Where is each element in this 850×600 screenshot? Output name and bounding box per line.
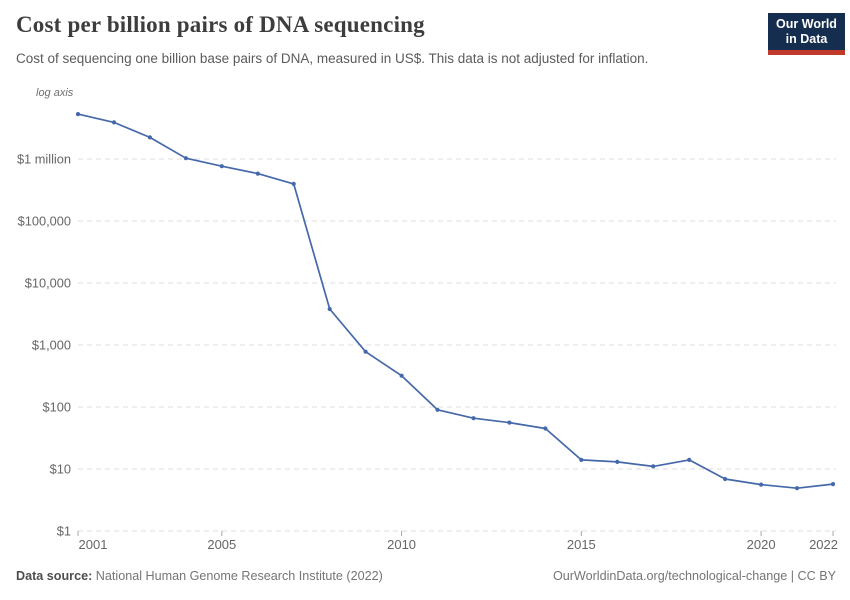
- data-point[interactable]: [723, 476, 728, 482]
- data-point[interactable]: [794, 486, 800, 491]
- data-point[interactable]: [291, 181, 296, 186]
- footer-right: OurWorldinData.org/technological-change …: [553, 569, 836, 583]
- log-axis-note: log axis: [36, 87, 74, 99]
- data-point[interactable]: [255, 171, 260, 176]
- owid-logo-text: Our World in Data: [768, 13, 845, 50]
- data-point[interactable]: [471, 416, 476, 421]
- y-axis-tick-label: $1 million: [17, 152, 71, 167]
- chart-title: Cost per billion pairs of DNA sequencing: [16, 12, 425, 37]
- data-point[interactable]: [759, 482, 764, 487]
- x-axis-tick-label: 2015: [567, 537, 596, 552]
- x-axis-tick-label: 2020: [747, 537, 776, 552]
- owid-logo[interactable]: Our World in Data: [768, 13, 845, 55]
- data-point[interactable]: [830, 482, 836, 487]
- data-point[interactable]: [507, 420, 512, 425]
- data-point[interactable]: [687, 457, 692, 462]
- y-axis-tick-label: $10: [50, 462, 71, 477]
- data-point[interactable]: [615, 459, 620, 464]
- y-axis-tick-label: $100,000: [18, 214, 71, 229]
- x-axis-tick-label: 2001: [79, 537, 108, 552]
- owid-logo-line1: Our World: [776, 17, 837, 31]
- data-point[interactable]: [399, 373, 404, 378]
- data-point[interactable]: [543, 426, 548, 431]
- data-point[interactable]: [363, 349, 368, 354]
- data-point[interactable]: [435, 407, 440, 412]
- x-axis-tick-label: 2010: [387, 537, 416, 552]
- data-source-text: National Human Genome Research Institute…: [92, 569, 383, 583]
- y-axis-tick-label: $1,000: [32, 338, 71, 353]
- data-point[interactable]: [219, 164, 224, 169]
- data-point[interactable]: [651, 464, 656, 469]
- data-point[interactable]: [147, 135, 152, 140]
- chart-footer: Data source: National Human Genome Resea…: [16, 569, 836, 583]
- data-source-label: Data source:: [16, 569, 93, 583]
- chart-subtitle: Cost of sequencing one billion base pair…: [16, 51, 649, 66]
- y-axis-tick-label: $10,000: [25, 276, 71, 291]
- owid-logo-red-bar: [768, 50, 845, 55]
- data-source: Data source: National Human Genome Resea…: [16, 569, 383, 583]
- data-point[interactable]: [327, 306, 332, 312]
- y-axis-tick-label: $1: [57, 524, 71, 539]
- x-axis-tick-label: 2005: [207, 537, 236, 552]
- data-point[interactable]: [579, 457, 584, 462]
- cost-line: [77, 113, 834, 490]
- owid-logo-line2: in Data: [785, 32, 828, 46]
- data-point[interactable]: [183, 156, 188, 161]
- data-point[interactable]: [75, 112, 81, 117]
- owid-url-link[interactable]: OurWorldinData.org/technological-change: [552, 569, 788, 583]
- y-axis-tick-label: $100: [43, 400, 71, 415]
- license-text: | CC BY: [787, 569, 836, 583]
- data-point[interactable]: [111, 120, 117, 125]
- x-axis-tick-label: 2022: [809, 537, 838, 552]
